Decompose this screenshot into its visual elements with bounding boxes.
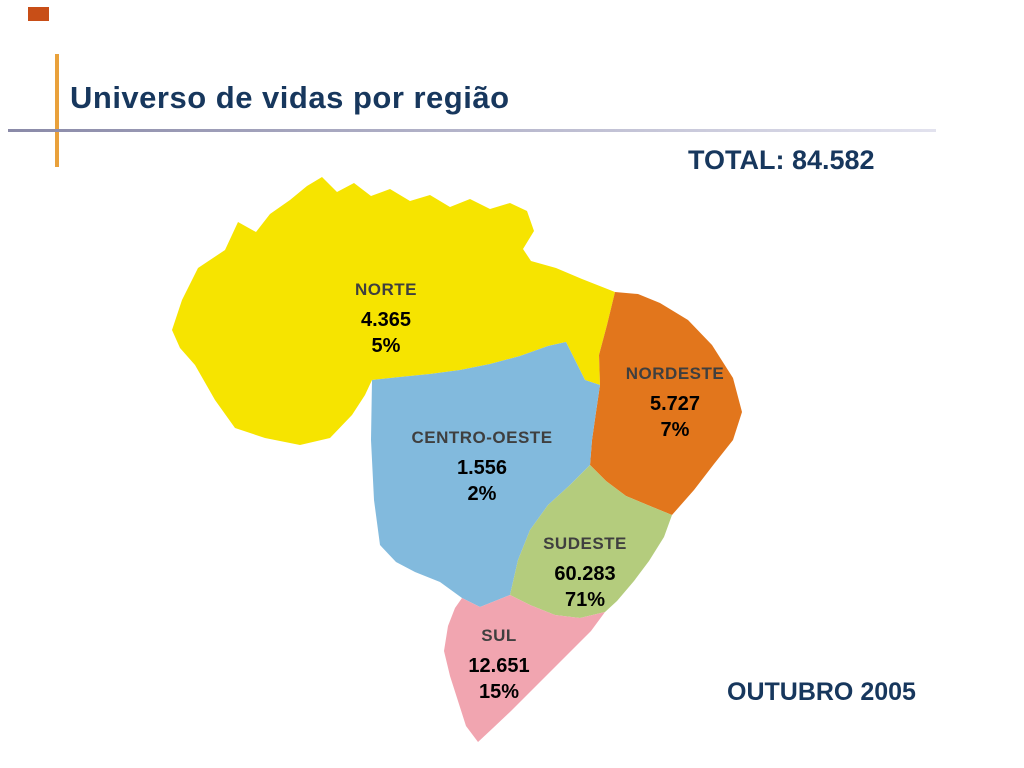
region-value: 4.365 [360,309,412,331]
region-nordeste-shape [590,292,742,515]
region-percent: 7% [660,419,690,441]
region-label-centro-oeste: CENTRO-OESTE 1.556 2% [402,425,562,507]
total-label: TOTAL: 84.582 [688,145,875,175]
region-centro-oeste-shape [371,342,600,607]
title-accent-line [55,54,59,167]
region-sul-shape [444,595,605,742]
region-name: SUDESTE [543,534,627,553]
region-percent: 71% [564,589,606,611]
date-label: OUTUBRO 2005 [727,678,916,706]
page-title: Universo de vidas por região [70,80,510,115]
region-sudeste-shape [510,465,672,618]
region-label-norte: NORTE 4.365 5% [306,277,466,359]
region-name: NORDESTE [625,364,725,383]
region-value: 60.283 [554,563,616,585]
region-value: 12.651 [468,655,530,677]
region-value: 1.556 [456,457,508,479]
region-name: SUL [481,626,517,645]
region-label-sudeste: SUDESTE 60.283 71% [505,531,665,613]
region-norte-shape [172,177,615,445]
region-value: 5.727 [649,393,701,415]
region-name: NORTE [355,280,417,299]
region-percent: 15% [478,681,520,703]
region-percent: 2% [467,483,497,505]
region-label-sul: SUL 12.651 15% [419,623,579,705]
region-percent: 5% [371,335,401,357]
region-name: CENTRO-OESTE [411,428,553,447]
region-label-nordeste: NORDESTE 5.727 7% [595,361,755,443]
title-underline [8,129,936,132]
corner-accent-box [28,7,49,21]
